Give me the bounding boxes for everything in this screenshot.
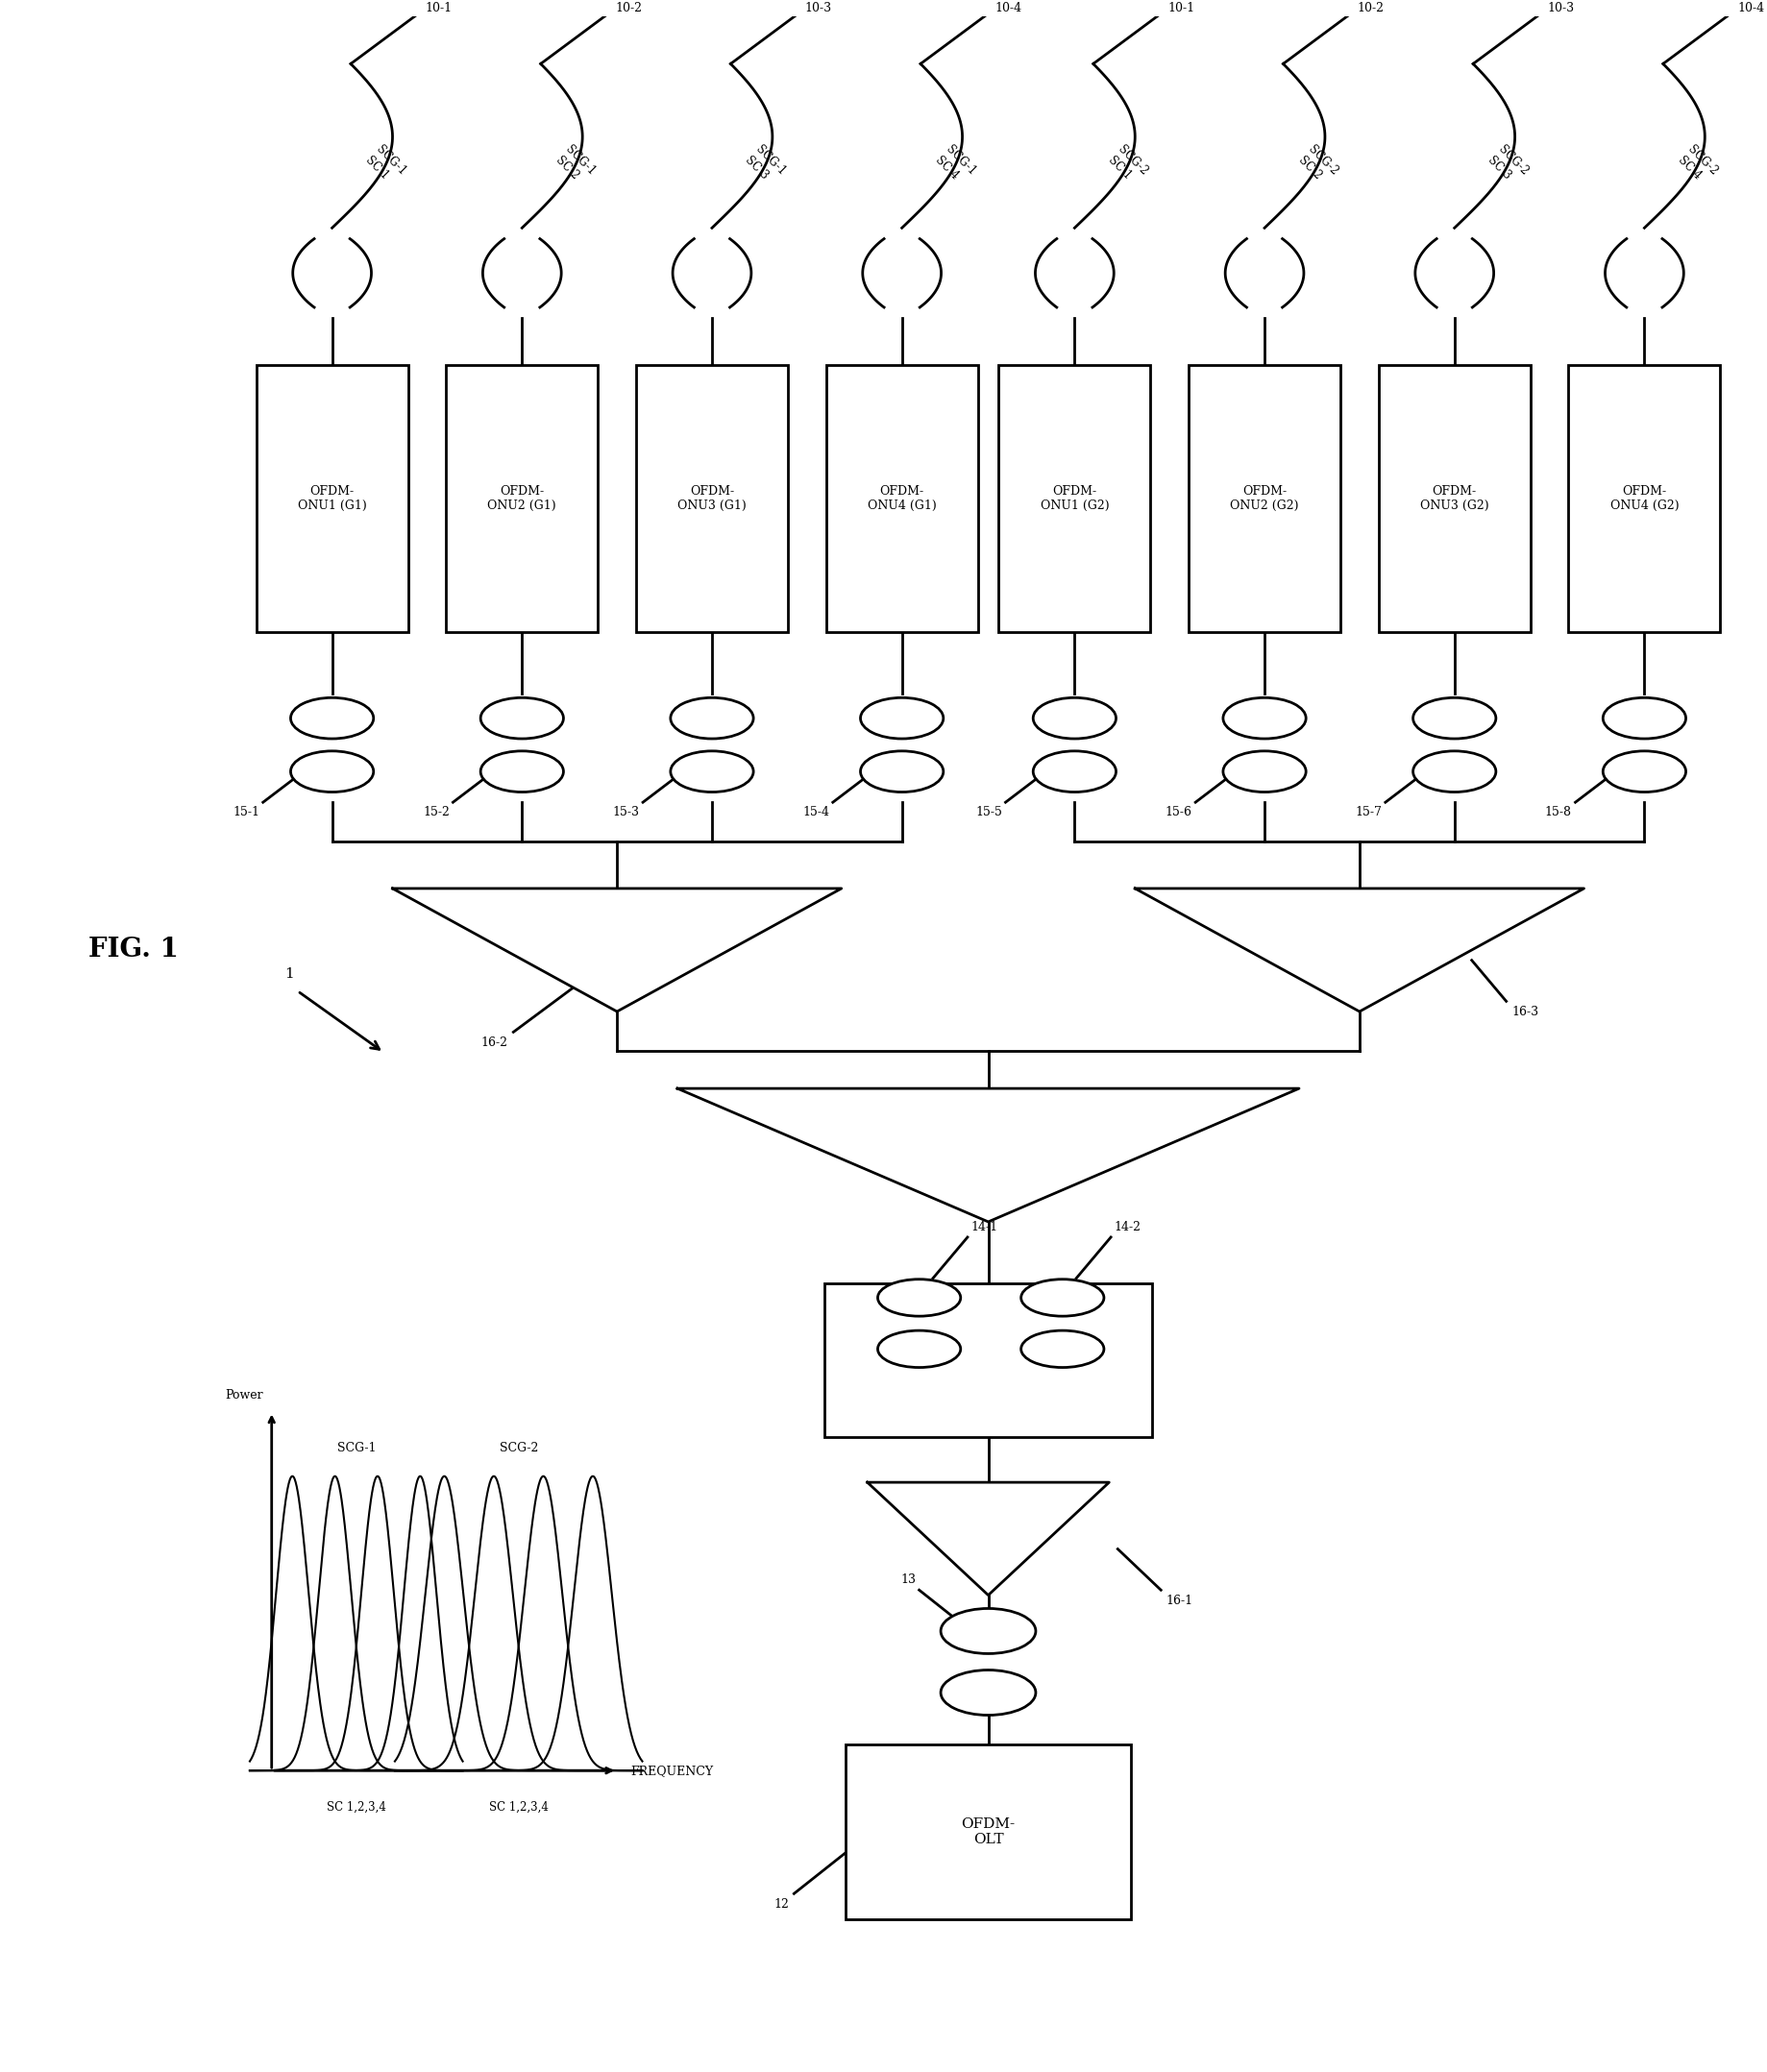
Text: 15-4: 15-4 [802, 806, 829, 818]
Text: SCG-2
SC 1: SCG-2 SC 1 [1106, 143, 1150, 189]
Text: SCG-1
SC 3: SCG-1 SC 3 [744, 143, 788, 189]
Text: 10-4: 10-4 [1737, 2, 1765, 15]
Polygon shape [293, 238, 371, 307]
Text: FREQUENCY: FREQUENCY [631, 1763, 714, 1778]
Ellipse shape [1021, 1278, 1104, 1316]
Polygon shape [1415, 238, 1493, 307]
Text: SC 1,2,3,4: SC 1,2,3,4 [327, 1801, 385, 1813]
Ellipse shape [878, 1330, 961, 1368]
Text: 12: 12 [774, 1898, 788, 1910]
Polygon shape [673, 238, 751, 307]
Text: OFDM-
ONU2 (G1): OFDM- ONU2 (G1) [488, 485, 557, 512]
Text: 15-2: 15-2 [422, 806, 449, 818]
Polygon shape [868, 1481, 1110, 1595]
FancyBboxPatch shape [825, 365, 977, 632]
Ellipse shape [1223, 698, 1306, 740]
Text: SCG-2
SC 3: SCG-2 SC 3 [1486, 143, 1530, 189]
Text: FIG. 1: FIG. 1 [88, 937, 178, 963]
Text: OFDM-
ONU4 (G1): OFDM- ONU4 (G1) [868, 485, 937, 512]
Text: SCG-2
SC 2: SCG-2 SC 2 [1295, 143, 1341, 189]
FancyBboxPatch shape [1378, 365, 1530, 632]
Text: SC 1,2,3,4: SC 1,2,3,4 [489, 1801, 548, 1813]
Text: SCG-1
SC 2: SCG-1 SC 2 [553, 143, 597, 189]
FancyBboxPatch shape [445, 365, 597, 632]
Polygon shape [482, 238, 562, 307]
Text: SCG-1
SC 4: SCG-1 SC 4 [933, 143, 977, 189]
FancyBboxPatch shape [998, 365, 1150, 632]
FancyBboxPatch shape [256, 365, 408, 632]
FancyBboxPatch shape [846, 1745, 1131, 1919]
FancyBboxPatch shape [1569, 365, 1721, 632]
Text: 15-7: 15-7 [1355, 806, 1382, 818]
Ellipse shape [940, 1670, 1035, 1716]
Text: OFDM-
ONU1 (G2): OFDM- ONU1 (G2) [1041, 485, 1110, 512]
Text: SCG-2
SC 4: SCG-2 SC 4 [1675, 143, 1721, 189]
Text: Power: Power [224, 1388, 263, 1401]
Text: OFDM-
ONU3 (G2): OFDM- ONU3 (G2) [1421, 485, 1490, 512]
Text: 15-8: 15-8 [1544, 806, 1573, 818]
Ellipse shape [1021, 1330, 1104, 1368]
Text: 13: 13 [901, 1573, 915, 1585]
Text: SCG-2: SCG-2 [498, 1442, 537, 1455]
Text: 10-1: 10-1 [1168, 2, 1194, 15]
Text: OFDM-
ONU4 (G2): OFDM- ONU4 (G2) [1610, 485, 1679, 512]
Ellipse shape [1603, 698, 1686, 740]
Ellipse shape [1414, 750, 1497, 792]
Polygon shape [1035, 238, 1113, 307]
Text: 1: 1 [284, 968, 293, 980]
Text: SCG-1
SC 1: SCG-1 SC 1 [364, 143, 408, 189]
Text: 14-2: 14-2 [1115, 1220, 1141, 1233]
Text: 10-2: 10-2 [1357, 2, 1384, 15]
Text: OFDM-
OLT: OFDM- OLT [961, 1817, 1016, 1846]
Text: 15-3: 15-3 [613, 806, 640, 818]
Ellipse shape [1223, 750, 1306, 792]
Polygon shape [392, 889, 841, 1011]
Text: 15-6: 15-6 [1164, 806, 1193, 818]
Text: OFDM-
ONU2 (G2): OFDM- ONU2 (G2) [1230, 485, 1299, 512]
Ellipse shape [878, 1278, 961, 1316]
Ellipse shape [1034, 698, 1117, 740]
Text: 14-1: 14-1 [972, 1220, 998, 1233]
Text: 15-1: 15-1 [233, 806, 260, 818]
Ellipse shape [1603, 750, 1686, 792]
Ellipse shape [940, 1608, 1035, 1653]
Polygon shape [1134, 889, 1583, 1011]
Polygon shape [677, 1088, 1299, 1222]
Ellipse shape [670, 698, 753, 740]
FancyBboxPatch shape [1189, 365, 1341, 632]
Ellipse shape [670, 750, 753, 792]
Text: 16-2: 16-2 [481, 1036, 509, 1048]
Ellipse shape [290, 750, 373, 792]
Text: 10-3: 10-3 [806, 2, 832, 15]
Polygon shape [1604, 238, 1684, 307]
Ellipse shape [1414, 698, 1497, 740]
Ellipse shape [861, 698, 944, 740]
Text: 10-4: 10-4 [995, 2, 1021, 15]
Text: SCG-1: SCG-1 [337, 1442, 376, 1455]
Polygon shape [862, 238, 942, 307]
Ellipse shape [861, 750, 944, 792]
Text: 10-3: 10-3 [1548, 2, 1574, 15]
Text: 16-1: 16-1 [1166, 1593, 1193, 1606]
Text: 15-5: 15-5 [975, 806, 1002, 818]
FancyBboxPatch shape [823, 1283, 1152, 1438]
Text: 10-2: 10-2 [615, 2, 641, 15]
Text: 10-1: 10-1 [426, 2, 452, 15]
Ellipse shape [481, 750, 564, 792]
Polygon shape [1225, 238, 1304, 307]
Text: OFDM-
ONU3 (G1): OFDM- ONU3 (G1) [677, 485, 746, 512]
Ellipse shape [481, 698, 564, 740]
FancyBboxPatch shape [636, 365, 788, 632]
Text: OFDM-
ONU1 (G1): OFDM- ONU1 (G1) [297, 485, 366, 512]
Ellipse shape [1034, 750, 1117, 792]
Text: 16-3: 16-3 [1511, 1005, 1539, 1017]
Ellipse shape [290, 698, 373, 740]
